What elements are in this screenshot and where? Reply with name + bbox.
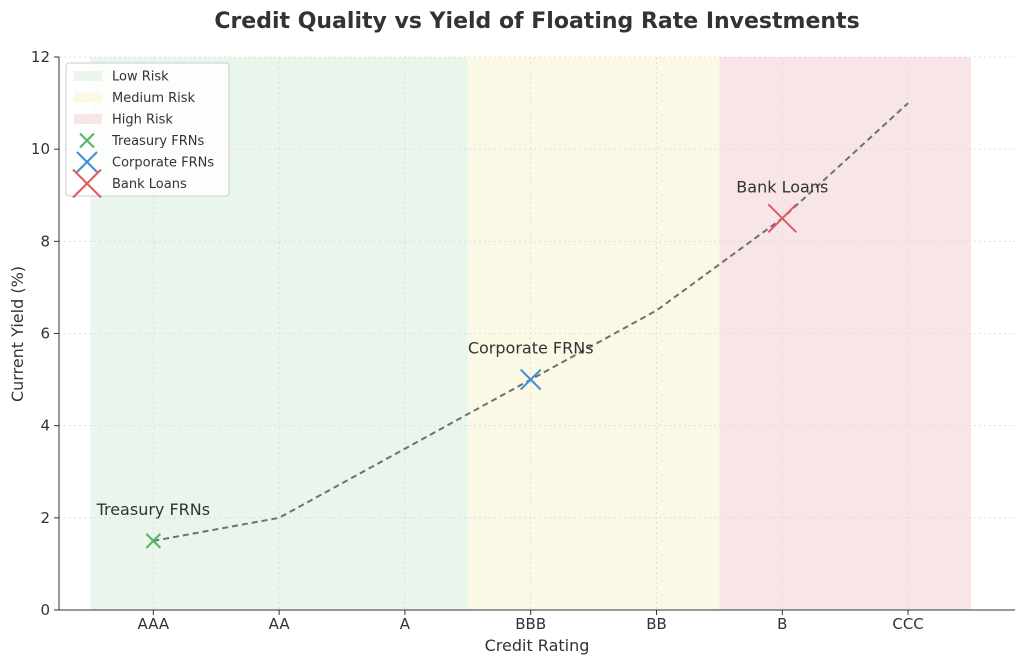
legend-label: Bank Loans xyxy=(112,177,187,192)
legend: Low Risk Medium Risk High Risk Treasury FRN… xyxy=(65,62,230,199)
x-tick-label: A xyxy=(400,615,411,633)
legend-swatch xyxy=(74,92,102,103)
y-tick-label: 12 xyxy=(31,48,50,66)
legend-label: Low Risk xyxy=(112,70,169,85)
y-tick-label: 8 xyxy=(40,232,50,250)
y-tick-label: 4 xyxy=(40,417,50,435)
marker-stroke xyxy=(520,368,542,391)
legend-box xyxy=(65,62,230,197)
y-tick-label: 10 xyxy=(31,140,50,158)
y-tick-label: 6 xyxy=(40,325,50,343)
legend-marker xyxy=(79,132,95,149)
annotation-label: Bank Loans xyxy=(736,177,828,196)
x-tick-label: BB xyxy=(646,615,667,633)
x-tick-label: BBB xyxy=(515,615,546,633)
x-tick-label: CCC xyxy=(892,615,923,633)
legend-swatch xyxy=(74,71,102,81)
y-axis-label: Current Yield (%) xyxy=(8,266,27,402)
legend-marker xyxy=(76,151,98,173)
marker-corporate-frns xyxy=(520,368,542,391)
markers xyxy=(145,203,797,549)
x-tick-label: B xyxy=(777,615,787,633)
marker-bank-loans xyxy=(767,203,797,233)
legend-label: Medium Risk xyxy=(112,91,196,106)
marker-treasury-frns xyxy=(145,533,162,549)
marker-stroke xyxy=(767,203,797,233)
x-tick-label: AAA xyxy=(138,615,170,633)
annotation-label: Treasury FRNs xyxy=(96,500,211,519)
legend-label: Treasury FRNs xyxy=(111,134,204,149)
legend-marker xyxy=(72,168,102,199)
x-axis-label: Credit Rating xyxy=(485,636,590,655)
legend-label: High Risk xyxy=(112,113,173,128)
chart-title: Credit Quality vs Yield of Floating Rate… xyxy=(214,9,859,34)
x-tick-label: AA xyxy=(269,615,291,633)
legend-label: Corporate FRNs xyxy=(112,156,214,171)
marker-stroke xyxy=(145,533,162,549)
annotation-label: Corporate FRNs xyxy=(468,339,594,358)
y-tick-label: 2 xyxy=(40,509,50,527)
legend-swatch xyxy=(74,114,102,124)
y-tick-label: 0 xyxy=(40,601,50,619)
annotations: Treasury FRNs Corporate FRNs Bank Loans xyxy=(96,177,829,519)
